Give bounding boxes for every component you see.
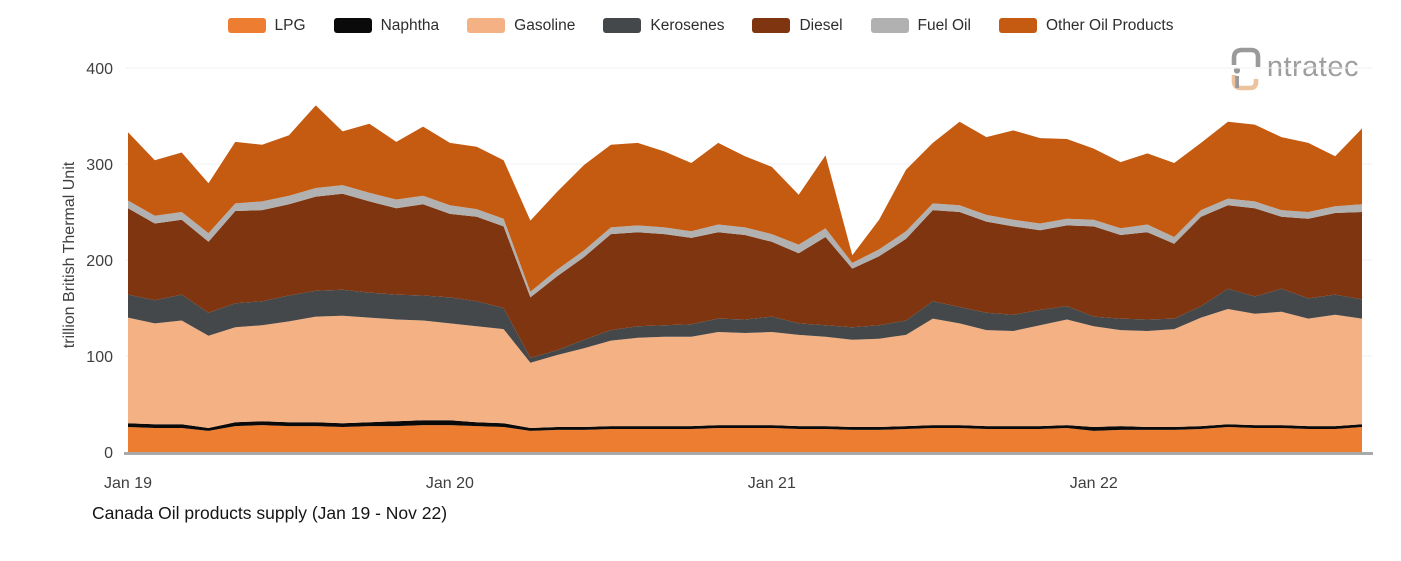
x-tick-label-jan-20: Jan 20: [426, 475, 474, 492]
legend-swatch-naphtha: [333, 18, 372, 34]
legend-swatch-lpg: [227, 18, 266, 34]
legend-item-diesel[interactable]: Diesel: [752, 17, 843, 34]
legend-label-other-oil-products: Other Oil Products: [1045, 17, 1174, 34]
legend-label-diesel: Diesel: [799, 17, 843, 34]
logo-arc-peach: [1231, 75, 1259, 91]
y-tick-label-300: 300: [86, 157, 113, 174]
y-tick-label-0: 0: [104, 445, 113, 462]
logo-i-dot: [1233, 67, 1240, 74]
legend-item-other-oil-products[interactable]: Other Oil Products: [998, 17, 1174, 34]
intratec-logo-text: ntratec: [1266, 50, 1359, 83]
legend-label-lpg: LPG: [274, 17, 306, 34]
legend-swatch-diesel: [752, 18, 791, 34]
area-other-oil-products: [128, 105, 1362, 292]
chart-legend: LPG Naphtha Gasoline Kerosenes Diesel Fuel Oi…: [0, 18, 1401, 34]
intratec-logo: ntratec: [1224, 44, 1359, 94]
logo-arc-gray: [1231, 47, 1261, 67]
legend-item-naphtha[interactable]: Naphtha: [333, 17, 440, 34]
x-tick-label-jan-19: Jan 19: [104, 475, 152, 492]
chart-title: Canada Oil products supply (Jan 19 - Nov…: [92, 503, 448, 523]
y-tick-label-200: 200: [86, 253, 113, 270]
y-tick-label-400: 400: [86, 61, 113, 78]
legend-swatch-other-oil-products: [998, 18, 1037, 34]
legend-swatch-gasoline: [467, 18, 506, 34]
area-kerosenes: [128, 288, 1362, 363]
legend-label-fuel-oil: Fuel Oil: [917, 17, 971, 34]
legend-swatch-fuel-oil: [870, 18, 909, 34]
x-tick-label-jan-21: Jan 21: [748, 475, 796, 492]
legend-label-gasoline: Gasoline: [514, 17, 576, 34]
legend-label-kerosenes: Kerosenes: [650, 17, 725, 34]
legend-item-gasoline[interactable]: Gasoline: [467, 18, 575, 34]
legend-item-kerosenes[interactable]: Kerosenes: [603, 18, 724, 34]
area-lpg: [128, 425, 1362, 452]
intratec-logo-icon: [1231, 47, 1261, 91]
legend-item-lpg[interactable]: LPG: [227, 17, 306, 34]
logo-i-stem: [1235, 76, 1239, 88]
y-tick-label-100: 100: [86, 349, 113, 366]
x-tick-label-jan-22: Jan 22: [1070, 475, 1118, 492]
legend-label-naphtha: Naphtha: [380, 17, 440, 34]
area-diesel: [128, 193, 1362, 358]
legend-item-fuel-oil[interactable]: Fuel Oil: [870, 17, 971, 34]
legend-swatch-kerosenes: [603, 18, 642, 34]
area-gasoline: [128, 309, 1362, 428]
area-naphtha: [128, 420, 1362, 431]
